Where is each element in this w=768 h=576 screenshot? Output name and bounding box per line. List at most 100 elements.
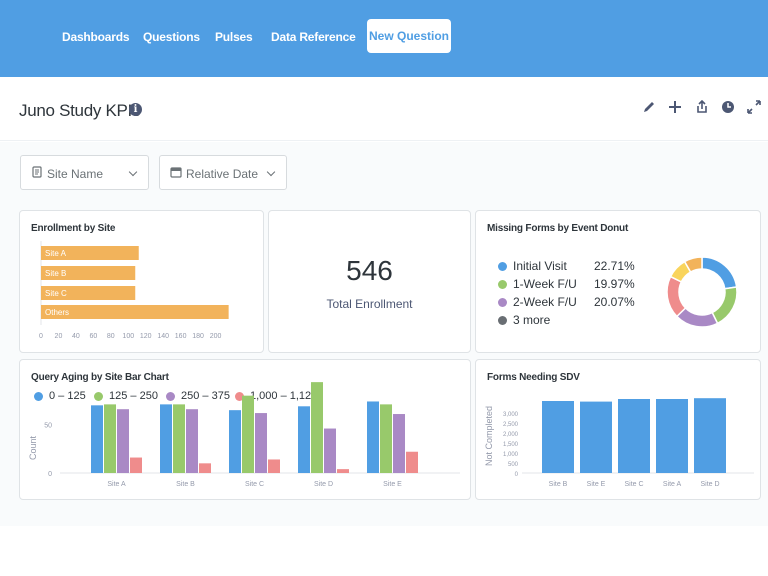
bar xyxy=(117,409,129,473)
bar xyxy=(255,413,267,473)
x-tick-label: 120 xyxy=(140,333,152,340)
legend-label: 1,000 – 1,125 xyxy=(250,390,318,402)
legend-dot xyxy=(34,391,43,401)
x-tick-label: Site B xyxy=(549,481,568,488)
card-title: Enrollment by Site xyxy=(31,223,116,234)
bar xyxy=(337,469,349,473)
bar xyxy=(298,406,310,473)
bar xyxy=(199,463,211,473)
fullscreen-icon[interactable] xyxy=(746,99,762,115)
forms-needing-sdv-card[interactable]: Forms Needing SDV 0 500 1,000 1,500 2,000 2,5… xyxy=(475,359,761,500)
clock-icon[interactable] xyxy=(720,99,736,115)
bar-label: Others xyxy=(45,308,69,317)
legend-label: 1-Week F/U xyxy=(513,277,577,291)
legend-label: Initial Visit xyxy=(513,259,567,273)
donut-slice xyxy=(701,256,738,290)
bar-label: Site B xyxy=(45,269,66,278)
new-question-button[interactable]: New Question xyxy=(367,19,451,53)
enrollment-by-site-card[interactable]: Enrollment by Site Site A Site B Site C Oth… xyxy=(19,210,264,353)
sdv-chart: 0 500 1,000 1,500 2,000 2,500 3,000 Not Complet… xyxy=(484,398,754,488)
calendar-icon xyxy=(170,167,182,178)
legend-label: 0 – 125 xyxy=(49,390,86,402)
bar xyxy=(406,451,418,473)
x-tick-label: Site D xyxy=(314,481,333,488)
bar xyxy=(618,399,650,473)
bar xyxy=(542,401,574,473)
total-enrollment-card[interactable]: 546 Total Enrollment xyxy=(268,210,471,353)
site-name-filter[interactable]: Site Name xyxy=(20,155,149,190)
bar-label: Site A xyxy=(45,249,67,258)
legend-label: 250 – 375 xyxy=(181,390,230,402)
bar xyxy=(186,409,198,473)
legend-dot xyxy=(94,391,103,401)
x-tick-label: Site A xyxy=(663,481,682,488)
legend-dot xyxy=(498,297,507,307)
bar xyxy=(160,404,172,473)
filter-label: Site Name xyxy=(47,167,104,181)
x-tick-label: Site B xyxy=(176,481,195,488)
x-tick-label: 200 xyxy=(210,333,222,340)
bar xyxy=(41,286,136,300)
bar xyxy=(41,246,139,260)
x-tick-label: Site A xyxy=(107,481,126,488)
dashboard-header xyxy=(0,77,768,141)
y-tick-label: 500 xyxy=(508,462,519,468)
y-tick-label: 1,000 xyxy=(503,452,519,458)
donut-slice xyxy=(683,256,703,274)
legend-dot xyxy=(498,315,507,325)
legend-item: 2-Week F/U 20.07% xyxy=(498,295,635,309)
relative-date-filter[interactable]: Relative Date xyxy=(159,155,287,190)
legend-dot xyxy=(498,279,507,289)
legend-item: 0 – 125 xyxy=(34,390,86,402)
x-tick-label: 180 xyxy=(192,333,204,340)
legend-dot xyxy=(235,391,244,401)
x-tick-label: Site E xyxy=(383,481,402,488)
bar xyxy=(380,404,392,473)
bar xyxy=(311,382,323,473)
legend-pct: 20.07% xyxy=(594,295,635,309)
card-title: Missing Forms by Event Donut xyxy=(487,223,629,234)
donut-slice xyxy=(711,286,738,325)
y-axis-label: Count xyxy=(28,436,38,461)
share-icon[interactable] xyxy=(694,99,710,115)
add-icon[interactable] xyxy=(667,99,683,115)
bar xyxy=(41,305,229,319)
legend-label: 125 – 250 xyxy=(109,390,158,402)
filter-label: Relative Date xyxy=(186,167,259,181)
legend-dot xyxy=(498,261,507,271)
nav-data-reference[interactable]: Data Reference xyxy=(271,30,356,44)
bar xyxy=(580,401,612,473)
y-tick-label: 0 xyxy=(48,471,52,478)
bar xyxy=(656,399,688,473)
x-tick-label: 0 xyxy=(39,333,43,340)
y-tick-label: 50 xyxy=(44,423,52,430)
x-tick-label: 80 xyxy=(107,333,115,340)
dashboard-title: Juno Study KPIs xyxy=(19,101,141,120)
donut-slice xyxy=(666,275,687,318)
legend-item: Initial Visit 22.71% xyxy=(498,259,635,273)
bar xyxy=(367,401,379,473)
bar xyxy=(229,410,241,473)
nav-dashboards[interactable]: Dashboards xyxy=(62,30,130,44)
legend-item: 250 – 375 xyxy=(166,390,230,402)
query-aging-card[interactable]: Query Aging by Site Bar Chart 0 – 125 12… xyxy=(19,359,471,500)
legend-item[interactable]: 3 more xyxy=(498,313,550,327)
missing-forms-card[interactable]: Missing Forms by Event Donut Initial Vis… xyxy=(475,210,761,353)
y-tick-label: 3,000 xyxy=(503,412,519,418)
legend-item: 1,000 – 1,125 xyxy=(235,390,317,402)
info-icon[interactable]: i xyxy=(129,103,142,116)
legend-pct: 19.97% xyxy=(594,277,635,291)
nav-questions[interactable]: Questions xyxy=(143,30,200,44)
enrollment-chart: Site A Site B Site C Others 0 20 40 60 80 100 120 1… xyxy=(39,241,229,340)
x-tick-label: 140 xyxy=(157,333,169,340)
x-tick-label: Site C xyxy=(624,481,643,488)
nav-pulses[interactable]: Pulses xyxy=(215,30,253,44)
bar xyxy=(242,395,254,473)
chevron-down-icon xyxy=(128,167,138,177)
x-tick-label: 40 xyxy=(72,333,80,340)
y-axis-label: Not Completed xyxy=(484,406,494,466)
bar xyxy=(268,459,280,473)
x-tick-label: 60 xyxy=(89,333,97,340)
edit-icon[interactable] xyxy=(641,99,657,115)
x-tick-label: Site E xyxy=(587,481,606,488)
